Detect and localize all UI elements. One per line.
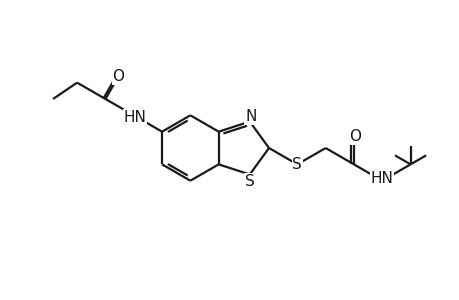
- Text: O: O: [348, 129, 360, 144]
- Text: S: S: [244, 174, 254, 189]
- Text: HN: HN: [123, 110, 146, 125]
- Text: HN: HN: [370, 171, 393, 186]
- Text: N: N: [245, 109, 256, 124]
- Text: O: O: [112, 69, 124, 84]
- Text: S: S: [292, 157, 302, 172]
